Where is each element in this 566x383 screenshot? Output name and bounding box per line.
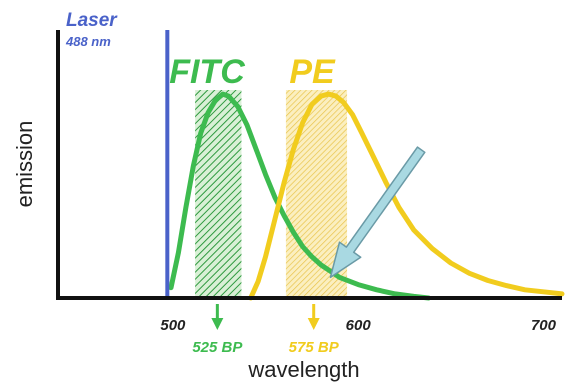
series-label-fitc: FITC: [169, 53, 245, 91]
laser-label: Laser: [66, 10, 118, 31]
filter-label-525-bp: 525 BP: [192, 339, 243, 356]
filter-arrow-head-525-bp: [211, 318, 224, 330]
x-tick-label-700: 700: [531, 317, 557, 334]
x-tick-label-500: 500: [160, 317, 186, 334]
filter-label-575-bp: 575 BP: [289, 339, 340, 356]
laser-wavelength-label: 488 nm: [65, 34, 111, 49]
filter-arrow-head-575-bp: [307, 318, 320, 330]
series-line-pe: [248, 91, 565, 301]
series-label-pe: PE: [289, 53, 336, 91]
x-axis-title: wavelength: [247, 357, 359, 382]
x-tick-label-600: 600: [346, 317, 372, 334]
y-axis-title: emission: [12, 121, 37, 208]
filter-band-525-bp: [195, 90, 242, 298]
series-line-fitc: [168, 91, 432, 301]
pointer-arrow: [329, 146, 426, 279]
